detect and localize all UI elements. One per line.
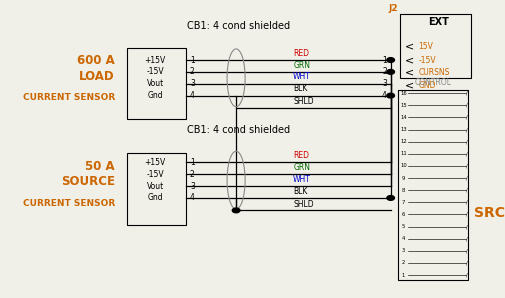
Text: /: /: [465, 236, 466, 241]
Text: /: /: [465, 212, 466, 217]
Text: 4: 4: [189, 193, 194, 202]
Text: 3: 3: [189, 79, 194, 88]
Bar: [399, 14, 470, 78]
Text: 12: 12: [399, 139, 406, 144]
Text: 3: 3: [401, 248, 405, 253]
Text: 10: 10: [399, 164, 406, 168]
Text: 2: 2: [189, 170, 194, 179]
Text: /: /: [465, 176, 466, 181]
Text: SHLD: SHLD: [292, 200, 313, 209]
Text: /: /: [465, 224, 466, 229]
Text: Gnd: Gnd: [147, 91, 163, 100]
Text: WHT: WHT: [292, 175, 311, 184]
Text: CB1: 4 cond shielded: CB1: 4 cond shielded: [186, 21, 289, 31]
Text: SHLD: SHLD: [292, 97, 313, 106]
Text: /: /: [465, 103, 466, 108]
Text: 50 A: 50 A: [85, 160, 115, 173]
Text: CONTROL: CONTROL: [414, 78, 450, 87]
Text: /: /: [465, 115, 466, 120]
Text: 16: 16: [399, 91, 406, 96]
Circle shape: [386, 58, 394, 62]
Text: <: <: [404, 55, 414, 65]
Text: 11: 11: [399, 151, 406, 156]
Text: 8: 8: [401, 188, 405, 193]
Text: 1: 1: [401, 273, 405, 277]
Text: +15V: +15V: [144, 158, 166, 167]
Text: -15V: -15V: [146, 170, 164, 179]
Text: -15V: -15V: [418, 55, 435, 64]
Text: /: /: [465, 200, 466, 205]
Text: 1: 1: [189, 55, 194, 64]
Text: CURRENT SENSOR: CURRENT SENSOR: [23, 199, 115, 208]
Text: Gnd: Gnd: [147, 193, 163, 202]
Text: CURSNS: CURSNS: [418, 68, 449, 77]
Text: Vout: Vout: [146, 181, 164, 191]
Text: SRC: SRC: [473, 206, 504, 220]
Text: GRN: GRN: [292, 60, 310, 69]
Text: 14: 14: [399, 115, 406, 120]
Text: 1: 1: [381, 55, 386, 64]
Text: 2: 2: [381, 67, 386, 76]
Text: 3: 3: [381, 79, 386, 88]
Bar: [397, 90, 467, 280]
Text: CB1: 4 cond shielded: CB1: 4 cond shielded: [186, 125, 289, 135]
Text: 2: 2: [401, 260, 405, 266]
Text: Vout: Vout: [146, 79, 164, 88]
Text: /: /: [465, 188, 466, 193]
Text: 7: 7: [401, 200, 405, 205]
Text: <: <: [404, 67, 414, 77]
Text: /: /: [465, 260, 466, 266]
Circle shape: [386, 69, 394, 74]
Text: 2: 2: [189, 67, 194, 76]
Text: 5: 5: [401, 224, 405, 229]
Text: RED: RED: [292, 151, 309, 160]
Text: /: /: [465, 127, 466, 132]
Text: 1: 1: [189, 158, 194, 167]
Text: +15V: +15V: [144, 55, 166, 64]
Text: /: /: [465, 248, 466, 253]
Text: /: /: [465, 151, 466, 156]
Text: LOAD: LOAD: [79, 70, 115, 83]
Text: 6: 6: [401, 212, 405, 217]
Circle shape: [232, 208, 239, 213]
Text: BLK: BLK: [292, 84, 307, 93]
Bar: [126, 48, 186, 119]
Text: /: /: [465, 273, 466, 277]
Circle shape: [386, 195, 394, 200]
Text: 600 A: 600 A: [77, 55, 115, 67]
Text: J2: J2: [387, 4, 397, 13]
Text: /: /: [465, 91, 466, 96]
Text: 3: 3: [189, 181, 194, 191]
Bar: [126, 153, 186, 225]
Text: 15: 15: [399, 103, 406, 108]
Text: GND: GND: [418, 81, 435, 90]
Text: /: /: [465, 139, 466, 144]
Text: SOURCE: SOURCE: [61, 176, 115, 188]
Text: /: /: [465, 164, 466, 168]
Text: EXT: EXT: [428, 17, 448, 27]
Text: 4: 4: [401, 236, 405, 241]
Text: 13: 13: [399, 127, 406, 132]
Text: 9: 9: [401, 176, 405, 181]
Text: -15V: -15V: [146, 67, 164, 76]
Text: 4: 4: [189, 91, 194, 100]
Text: GRN: GRN: [292, 163, 310, 172]
Text: CURRENT SENSOR: CURRENT SENSOR: [23, 94, 115, 103]
Text: RED: RED: [292, 49, 309, 58]
Text: 15V: 15V: [418, 42, 432, 51]
Text: <: <: [404, 42, 414, 52]
Text: <: <: [404, 80, 414, 90]
Circle shape: [386, 93, 394, 98]
Text: 4: 4: [381, 91, 386, 100]
Text: BLK: BLK: [292, 187, 307, 195]
Text: WHT: WHT: [292, 72, 311, 81]
